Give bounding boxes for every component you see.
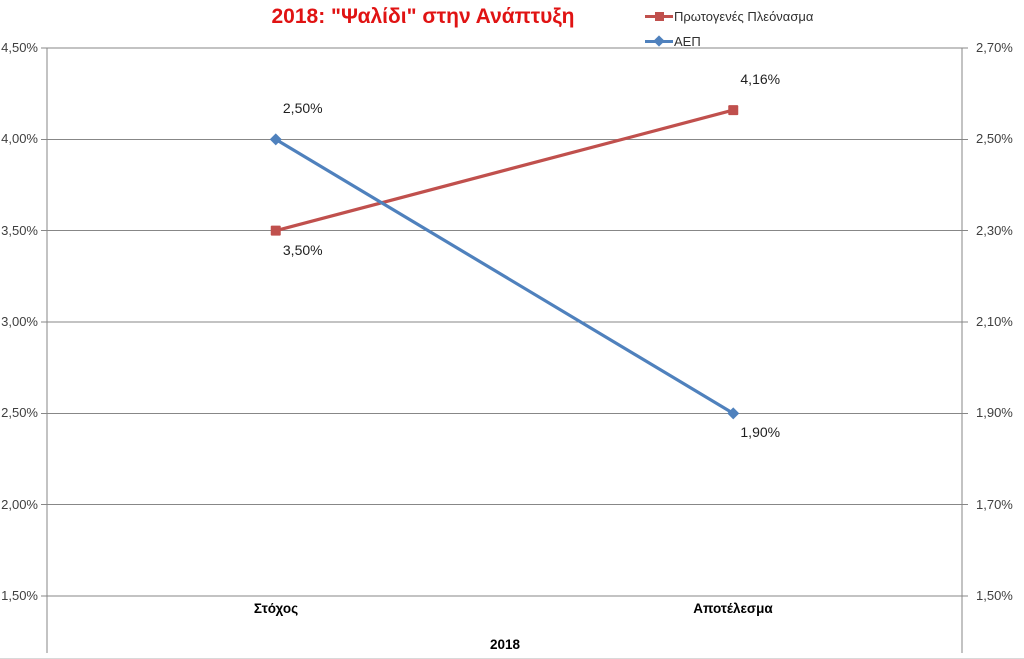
square-marker-icon (270, 225, 281, 236)
left-axis-tick-label: 2,50% (1, 405, 38, 421)
right-axis-tick-label: 2,10% (976, 314, 1013, 329)
right-axis-tick-label: 1,50% (976, 588, 1013, 603)
legend-item-gdp: ΑΕΠ (645, 32, 813, 50)
square-marker-icon (728, 105, 739, 116)
left-axis-tick-label: 2,00% (1, 496, 38, 512)
right-axis-tick-label: 2,70% (976, 40, 1013, 55)
right-axis-tick-label: 2,50% (976, 131, 1013, 147)
category-label-result: Αποτέλεσμα (693, 601, 773, 616)
legend-diamond-marker-icon (645, 32, 673, 50)
diamond-marker-icon (727, 407, 740, 420)
category-label-target: Στόχος (253, 601, 299, 616)
diamond-marker-icon (269, 133, 282, 146)
chart-title: 2018: "Ψαλίδι" στην Ανάπτυξη (271, 5, 575, 28)
legend-item-primary-surplus: Πρωτογενές Πλεόνασμα (645, 7, 813, 25)
data-point-label: 1,90% (740, 424, 781, 441)
legend-label: Πρωτογενές Πλεόνασμα (674, 8, 814, 24)
left-axis-tick-label: 1,50% (1, 588, 38, 603)
x-axis-title: 2018 (489, 637, 521, 652)
legend-square-marker-icon (645, 7, 673, 25)
series-line-primary (274, 108, 735, 233)
series-line-secondary (274, 137, 735, 415)
left-axis-tick-label: 3,00% (1, 314, 38, 329)
left-axis-tick-label: 3,50% (1, 222, 38, 238)
legend-label: ΑΕΠ (674, 33, 701, 49)
legend: Πρωτογενές Πλεόνασμα ΑΕΠ (645, 7, 813, 50)
left-axis-tick-label: 4,50% (1, 40, 38, 55)
right-axis-tick-label: 1,70% (976, 496, 1013, 512)
data-point-label: 3,50% (282, 241, 323, 258)
right-axis-tick-label: 1,90% (976, 405, 1013, 421)
data-point-label: 2,50% (282, 100, 323, 117)
left-axis-tick-label: 4,00% (1, 131, 38, 147)
right-axis-tick-label: 2,30% (976, 222, 1013, 238)
data-point-label: 4,16% (740, 71, 781, 88)
